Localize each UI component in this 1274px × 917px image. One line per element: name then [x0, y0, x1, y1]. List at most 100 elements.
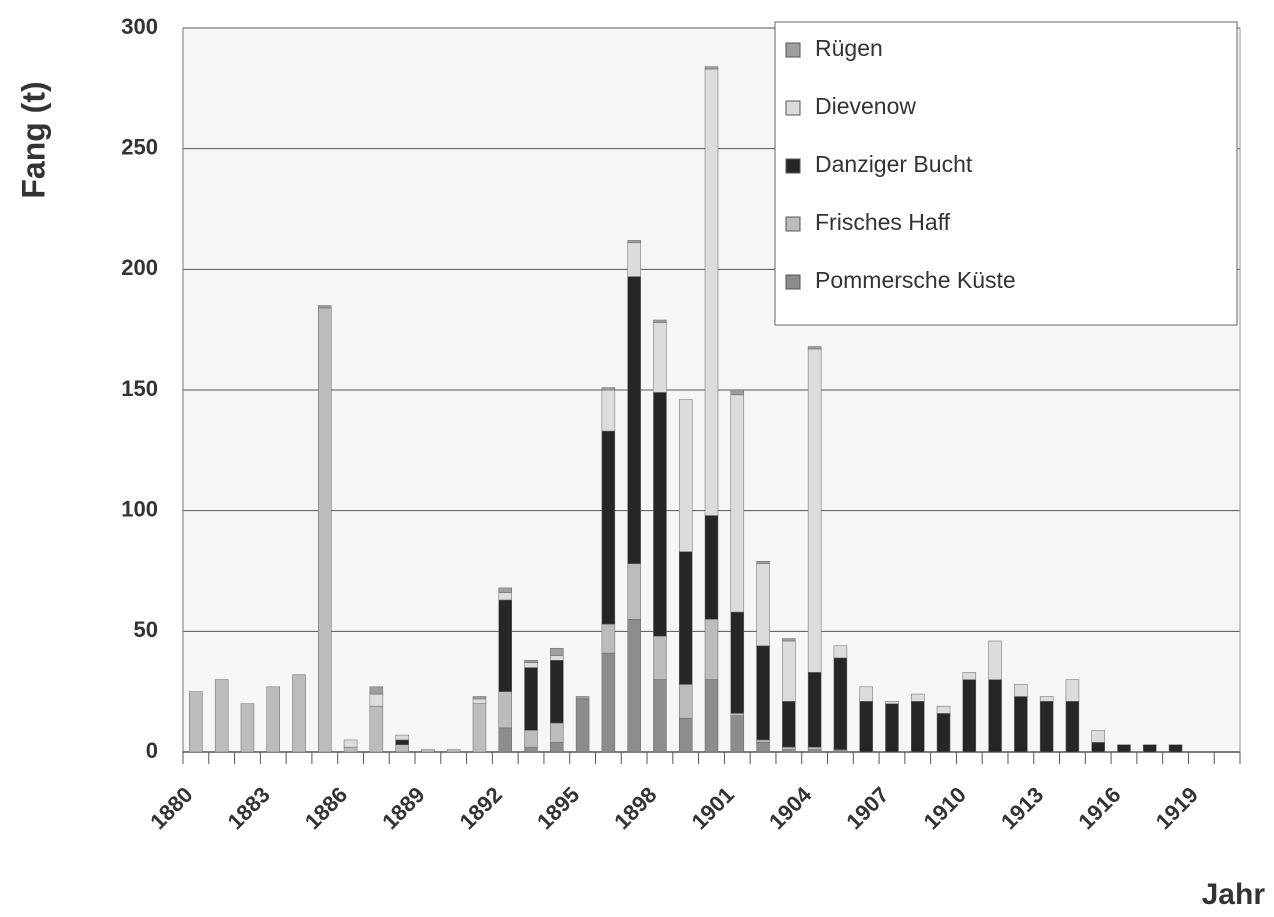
- bar-segment: [498, 727, 513, 753]
- bar-segment: [859, 686, 873, 702]
- bar-segment: [1065, 701, 1080, 753]
- bar-segment: [189, 691, 203, 753]
- bar-segment: [782, 640, 796, 702]
- bar-segment: [524, 660, 538, 663]
- bar-segment: [318, 307, 332, 753]
- bar-segment: [730, 389, 745, 396]
- bar-segment: [1091, 730, 1105, 743]
- bar-segment: [885, 703, 899, 753]
- bar-segment: [678, 399, 693, 552]
- bar-segment: [910, 693, 925, 702]
- x-tick-label: 1892: [455, 782, 507, 834]
- bar-segment: [343, 739, 358, 748]
- bar-segment: [704, 68, 719, 516]
- bar-segment: [550, 742, 564, 753]
- bar-segment: [395, 734, 409, 741]
- bar-segment: [730, 713, 745, 717]
- bar-segment: [575, 698, 590, 753]
- legend-swatch: [785, 274, 801, 290]
- legend-label: Dievenow: [815, 93, 916, 119]
- bar-segment: [704, 66, 719, 70]
- bar-segment: [575, 696, 590, 700]
- bar-segment: [1143, 744, 1157, 753]
- bar-segment: [498, 592, 513, 601]
- bar-segment: [421, 749, 435, 753]
- bar-segment: [627, 276, 641, 565]
- bar-segment: [807, 346, 822, 350]
- bar-segment: [472, 698, 487, 704]
- bar-segment: [214, 679, 229, 753]
- bar-segment: [807, 746, 822, 750]
- bar-segment: [653, 319, 667, 323]
- bar-segment: [498, 691, 513, 729]
- bar-segment: [730, 394, 745, 613]
- x-tick-label: 1910: [919, 782, 971, 834]
- bar-segment: [318, 305, 332, 309]
- bar-segment: [1039, 696, 1054, 702]
- bar-segment: [936, 705, 951, 714]
- bar-segment: [601, 652, 616, 753]
- bar-segment: [653, 322, 667, 393]
- bar-segment: [1065, 679, 1080, 702]
- bar-segment: [833, 749, 848, 753]
- bar-segment: [369, 693, 384, 707]
- bar-segment: [782, 746, 796, 750]
- bar-segment: [369, 705, 384, 753]
- bar-segment: [756, 561, 770, 565]
- legend-box: [774, 21, 1238, 326]
- y-tick-label: 250: [121, 134, 158, 159]
- bar-segment: [1117, 744, 1131, 753]
- bar-segment: [395, 739, 409, 746]
- bar-segment: [550, 722, 564, 743]
- x-tick-label: 1901: [687, 782, 739, 834]
- bar-segment: [1168, 744, 1183, 753]
- bar-segment: [601, 389, 616, 432]
- x-tick-label: 1913: [996, 782, 1048, 834]
- y-axis-label: Fang (t): [15, 81, 51, 198]
- bar-segment: [395, 744, 409, 753]
- legend-label: Frisches Haff: [815, 209, 951, 235]
- x-tick-label: 1883: [223, 782, 275, 834]
- bar-segment: [962, 679, 977, 753]
- bar-segment: [1014, 696, 1028, 753]
- bar-segment: [704, 619, 719, 680]
- bar-segment: [601, 623, 616, 654]
- x-tick-label: 1880: [145, 782, 197, 834]
- bar-segment: [472, 696, 487, 700]
- bar-segment: [653, 679, 667, 753]
- bar-segment: [988, 679, 1002, 753]
- bar-segment: [550, 655, 564, 661]
- legend-label: Rügen: [815, 35, 883, 61]
- bar-segment: [910, 701, 925, 753]
- bar-segment: [885, 701, 899, 704]
- legend-swatch: [785, 158, 801, 174]
- bar-segment: [1014, 684, 1028, 697]
- bar-segment: [782, 701, 796, 748]
- bar-segment: [446, 749, 461, 753]
- bar-segment: [369, 686, 384, 695]
- y-tick-label: 150: [121, 376, 158, 401]
- bar-segment: [524, 667, 538, 731]
- bar-segment: [756, 739, 770, 743]
- y-tick-label: 0: [146, 738, 158, 763]
- bar-segment: [498, 587, 513, 593]
- bar-segment: [704, 679, 719, 753]
- bar-segment: [1091, 742, 1105, 753]
- legend-swatch: [785, 216, 801, 232]
- bar-segment: [550, 647, 564, 656]
- bar-segment: [601, 430, 616, 625]
- bar-segment: [653, 635, 667, 680]
- bar-segment: [988, 640, 1002, 680]
- bar-segment: [627, 242, 641, 277]
- bar-segment: [343, 746, 358, 753]
- y-tick-label: 300: [121, 14, 158, 39]
- legend-swatch: [785, 42, 801, 58]
- x-tick-label: 1916: [1073, 782, 1125, 834]
- bar-segment: [807, 749, 822, 753]
- bar-segment: [1039, 701, 1054, 753]
- legend-label: Danziger Bucht: [815, 151, 973, 177]
- bar-segment: [807, 348, 822, 673]
- bar-segment: [627, 619, 641, 753]
- bar-segment: [627, 563, 641, 620]
- y-tick-label: 100: [121, 496, 158, 521]
